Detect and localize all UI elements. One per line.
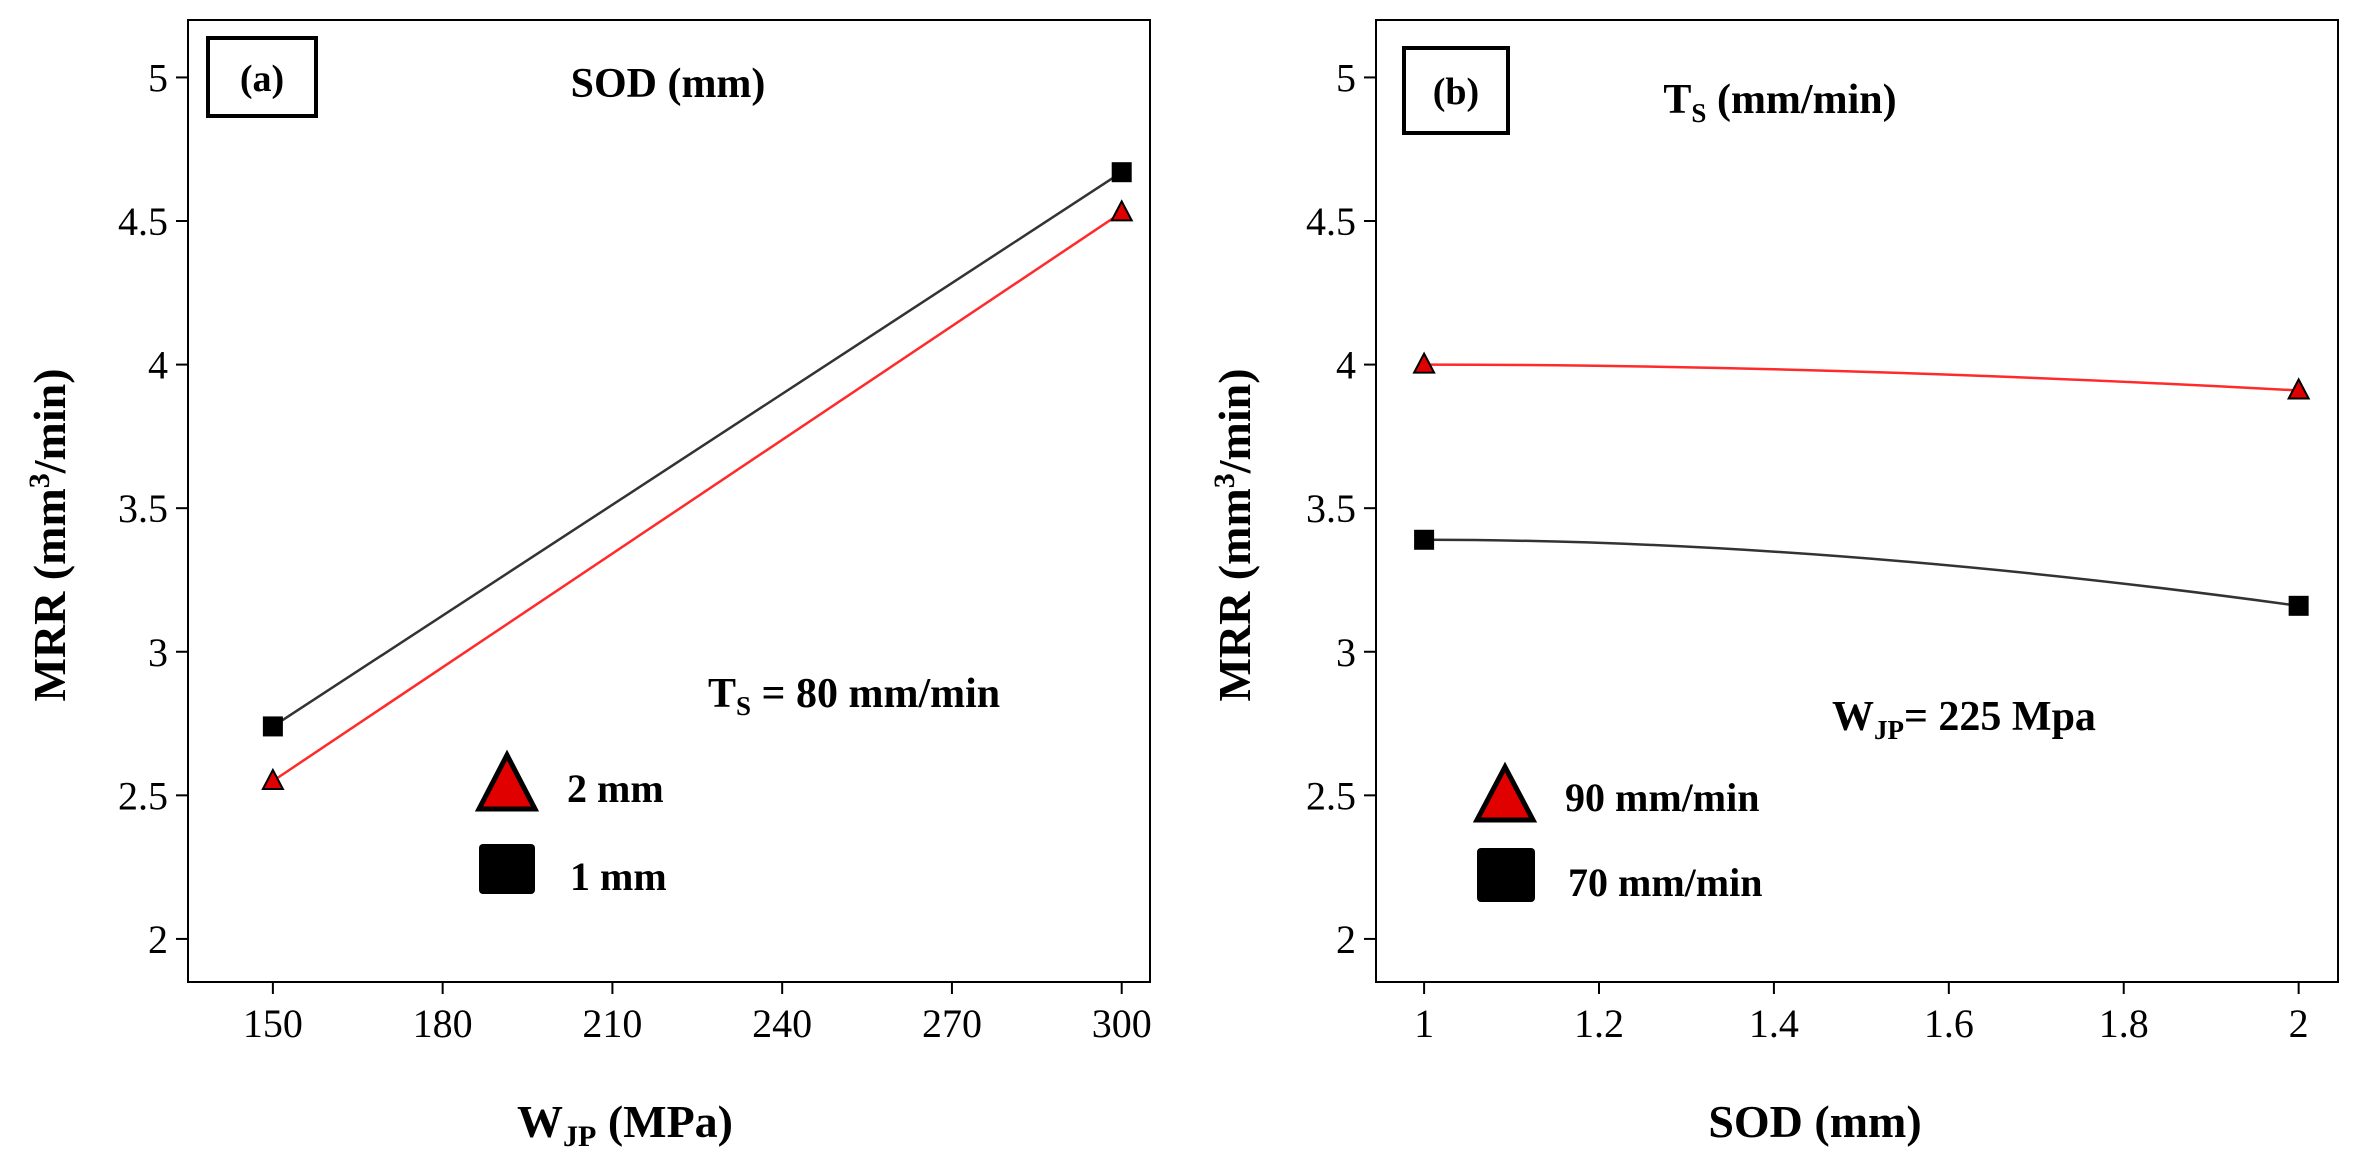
data-point-square [1414,529,1435,550]
hold-note-b-main: W [1832,694,1874,740]
legend-marker-square-a [479,844,535,894]
hold-note-a-rest: = 80 mm/min [751,671,1000,717]
x-tick-label: 1 [1414,1001,1434,1046]
hold-note-a: TS = 80 mm/min [708,671,1000,721]
legend-marker-square-b [1477,848,1535,902]
legend-marker-triangle-a [474,749,540,812]
x-tick-label: 150 [243,1001,303,1046]
hold-note-a-main: T [708,671,736,717]
series-line [272,211,1123,783]
hold-note-a-sub: S [736,691,751,721]
y-tick-label: 3 [1336,630,1356,675]
x-tick-label: 2 [2289,1001,2309,1046]
y-tick-label: 2.5 [1306,773,1356,818]
x-tick-label: 210 [582,1001,642,1046]
data-point-square [262,716,283,737]
x-tick-label: 1.6 [1924,1001,1974,1046]
data-point-triangle [1412,351,1436,374]
chart-title-b: TS (mm/min) [1663,77,1896,128]
hold-note-b-sub: JP [1874,715,1904,745]
x-tick-label: 1.4 [1749,1001,1799,1046]
legend-a: 2 mm 1 mm [474,749,667,899]
data-point-square [1111,162,1132,183]
y-tick-label: 3.5 [118,486,168,531]
y-tick-label: 4.5 [1306,199,1356,244]
y-tick-label: 4 [1336,343,1356,388]
chart-panel-a: 2 2.5 3 3.5 4 4.5 5 150 180 210 240 270 300 (a) SOD… [23,19,1152,1153]
legend-label-1mm: 1 mm [570,854,667,899]
y-tick-label: 2.5 [118,773,168,818]
series-line [272,171,1123,728]
legend-b: 90 mm/min 70 mm/min [1472,761,1762,905]
y-tick-label: 4 [148,343,168,388]
x-tick-label: 300 [1092,1001,1152,1046]
hold-note-b: WJP= 225 Mpa [1832,694,2096,745]
x-tick-label: 240 [752,1001,812,1046]
y-tick-label: 3.5 [1306,486,1356,531]
x-tick-label: 180 [413,1001,473,1046]
legend-marker-triangle-b [1472,761,1538,823]
x-axis-label-a-main: W [517,1096,563,1147]
y-axis-label-b-rest: /min) [1209,368,1260,474]
x-tick-label: 270 [922,1001,982,1046]
data-point-triangle [261,767,285,790]
chart-title-b-main: T [1663,77,1691,123]
series-line [1424,538,2299,608]
panel-label-box-a [206,36,318,118]
data-point-triangle [1110,199,1134,222]
plot-frame-b [1375,19,2339,983]
x-axis-label-a-sub: JP [563,1120,596,1153]
y-tick-label: 3 [148,630,168,675]
y-axis-label-b-sup: 3 [1208,473,1241,488]
x-tick-label: 1.2 [1574,1001,1624,1046]
legend-label-2mm: 2 mm [567,766,664,811]
x-axis-label-b: SOD (mm) [1708,1096,1921,1147]
y-axis-label-a-sup: 3 [23,473,56,488]
y-tick-label: 4.5 [118,199,168,244]
plot-frame-a [187,19,1151,983]
chart-title-b-sub: S [1691,98,1706,128]
series-line [1424,363,2299,392]
data-point-square [2288,595,2309,616]
chart-title-a: SOD (mm) [571,61,766,107]
x-axis-label-a-rest: (MPa) [596,1096,733,1147]
panel-label-box-b [1402,46,1510,135]
y-axis-label-a-main: MRR (mm [24,488,75,701]
panel-label-a: (a) [240,58,284,100]
legend-label-70: 70 mm/min [1568,860,1762,905]
x-axis-label-a: WJP (MPa) [517,1096,733,1153]
panel-label-b: (b) [1433,71,1479,113]
y-axis-label-a-rest: /min) [24,368,75,474]
data-point-triangle [2286,377,2311,400]
y-tick-label: 2 [1336,917,1356,962]
y-tick-label: 2 [148,917,168,962]
y-axis-label-b: MRR (mm3/min) [1208,368,1260,701]
y-tick-label: 5 [148,55,168,100]
legend-label-90: 90 mm/min [1565,775,1759,820]
y-axis-label-b-main: MRR (mm [1209,488,1260,701]
x-tick-label: 1.8 [2099,1001,2149,1046]
y-tick-label: 5 [1336,55,1356,100]
chart-panel-b: 2 2.5 3 3.5 4 4.5 5 1 1.2 1.4 1.6 1.8 2 (b) TS (mm/… [1208,19,2339,1147]
y-axis-label-a: MRR (mm3/min) [23,368,75,701]
chart-title-b-rest: (mm/min) [1706,77,1896,123]
hold-note-b-rest: = 225 Mpa [1904,694,2096,740]
